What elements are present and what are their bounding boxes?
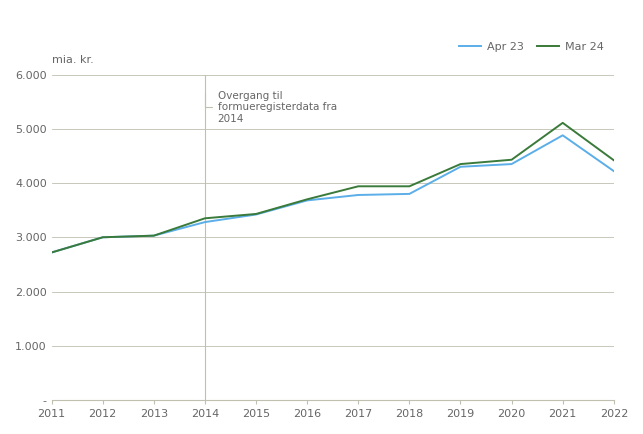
Text: Overgang til
formueregisterdata fra
2014: Overgang til formueregisterdata fra 2014 <box>205 91 337 124</box>
Legend: Apr 23, Mar 24: Apr 23, Mar 24 <box>455 38 608 57</box>
Text: mia. kr.: mia. kr. <box>51 55 93 65</box>
